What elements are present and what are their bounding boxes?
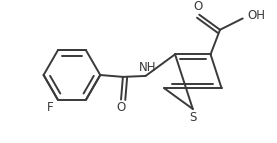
Text: OH: OH: [247, 9, 265, 22]
Text: O: O: [194, 0, 203, 13]
Text: S: S: [189, 111, 196, 124]
Text: NH: NH: [139, 61, 156, 74]
Text: O: O: [116, 101, 126, 114]
Text: F: F: [47, 101, 53, 114]
